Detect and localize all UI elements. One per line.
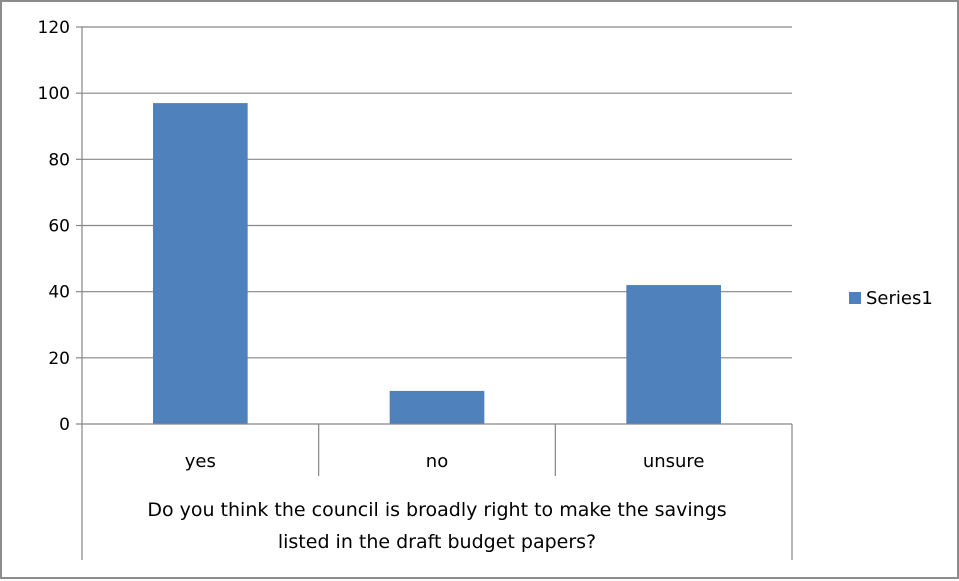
bar-no: [389, 390, 485, 424]
bar-yes: [153, 103, 248, 424]
x-axis-title: Do you think the council is broadly righ…: [147, 499, 726, 553]
y-tick-label: 120: [38, 18, 70, 38]
bars: [153, 103, 721, 424]
y-tick-label: 80: [48, 150, 70, 170]
bar-unsure: [626, 285, 721, 424]
category-label-yes: yes: [185, 451, 216, 472]
legend: Series1: [849, 288, 933, 309]
y-tick-labels: 0 20 40 60 80 100 120: [38, 18, 70, 435]
y-tick-label: 60: [48, 217, 70, 237]
category-labels: yes no unsure: [185, 451, 705, 472]
y-tick-label: 0: [59, 415, 70, 435]
x-axis-title-line: Do you think the council is broadly righ…: [147, 499, 726, 521]
legend-label-series1: Series1: [866, 288, 933, 309]
axes: [76, 26, 793, 560]
y-tick-label: 20: [48, 349, 70, 369]
legend-swatch-series1: [849, 292, 861, 304]
y-tick-label: 40: [48, 283, 70, 303]
category-label-unsure: unsure: [643, 451, 705, 472]
x-axis-title-line: listed in the draft budget papers?: [278, 531, 596, 553]
y-tick-label: 100: [38, 84, 70, 104]
category-label-no: no: [426, 451, 448, 472]
